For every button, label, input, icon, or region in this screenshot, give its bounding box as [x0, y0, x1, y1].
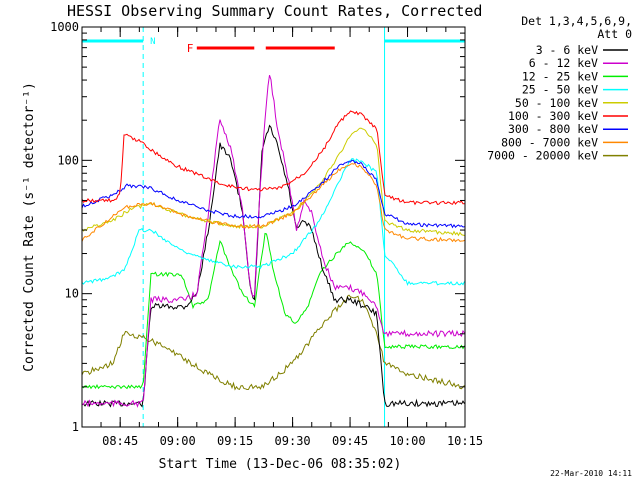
- x-axis: 08:45 09:00 09:15 09:30 09:45 10:00 10:15: [100, 27, 483, 448]
- series-line: [81, 110, 465, 206]
- x-tick-label: 10:15: [447, 434, 483, 448]
- x-tick-label: 09:30: [275, 434, 311, 448]
- legend-label: 7000 - 20000 keV: [487, 149, 598, 163]
- annotation-F-label: F: [187, 42, 194, 55]
- legend-label: 800 - 7000 keV: [501, 135, 598, 149]
- legend-label: 300 - 800 keV: [508, 122, 598, 136]
- x-tick-label: 09:00: [160, 434, 196, 448]
- legend-header-line-1: Det 1,3,4,5,6,9,: [521, 14, 632, 28]
- y-tick-label: 1000: [50, 20, 79, 34]
- y-axis-label: Corrected Count Rate (s⁻¹ detector⁻¹): [22, 82, 37, 372]
- series-layer: [81, 75, 465, 408]
- chart-title: HESSI Observing Summary Count Rates, Cor…: [67, 2, 482, 20]
- legend-label: 25 - 50 keV: [522, 83, 598, 97]
- y-tick-label: 1: [72, 420, 79, 434]
- x-tick-label: 08:45: [102, 434, 138, 448]
- y-tick-label: 10: [65, 287, 79, 301]
- annotation-N-label: N: [150, 37, 155, 47]
- legend-label: 3 - 6 keV: [536, 43, 598, 57]
- x-tick-label: 10:00: [389, 434, 425, 448]
- legend-label: 100 - 300 keV: [508, 109, 598, 123]
- series-line: [81, 158, 465, 287]
- legend-label: 50 - 100 keV: [515, 96, 598, 110]
- series-line: [81, 162, 465, 243]
- x-tick-label: 09:45: [332, 434, 368, 448]
- legend-label: 12 - 25 keV: [522, 69, 598, 83]
- series-line: [81, 159, 465, 229]
- plot-frame: [81, 26, 466, 428]
- footer-timestamp: 22-Mar-2010 14:11: [550, 469, 632, 478]
- series-line: [81, 294, 465, 391]
- y-tick-label: 100: [57, 153, 79, 167]
- series-line: [81, 127, 465, 237]
- legend-header-line-2: Att 0: [597, 27, 632, 41]
- y-axis: 1 10 100 1000: [50, 20, 465, 434]
- series-line: [81, 232, 465, 390]
- x-axis-label: Start Time (13-Dec-06 08:35:02): [159, 457, 402, 472]
- x-tick-label: 09:15: [217, 434, 253, 448]
- series-line: [81, 75, 465, 408]
- series-line: [81, 124, 465, 408]
- legend-label: 6 - 12 keV: [529, 56, 598, 70]
